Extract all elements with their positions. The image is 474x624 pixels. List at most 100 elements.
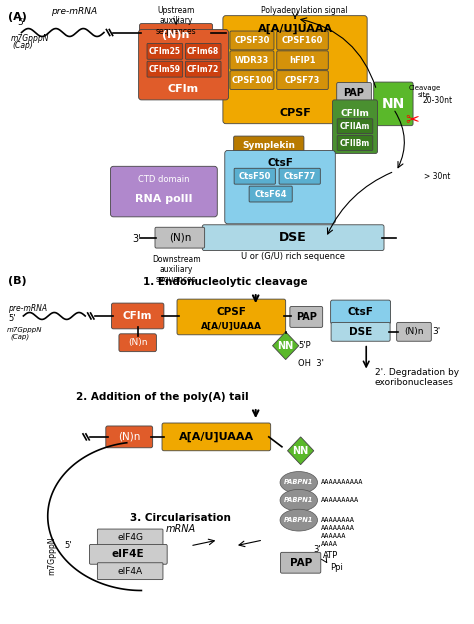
Text: eIF4A: eIF4A: [118, 567, 143, 576]
Text: CPSF100: CPSF100: [231, 76, 273, 85]
Text: CFIm: CFIm: [123, 311, 153, 321]
Text: Polyadenylation signal: Polyadenylation signal: [261, 6, 348, 15]
Text: 2'. Degradation by
exoribonucleases: 2'. Degradation by exoribonucleases: [374, 368, 459, 387]
Text: AAAAAAAA: AAAAAAAA: [321, 525, 355, 531]
Text: 3': 3': [314, 545, 321, 554]
Text: CFIIAm: CFIIAm: [340, 122, 370, 130]
Text: pre-mRNA: pre-mRNA: [9, 303, 47, 313]
Text: NN: NN: [292, 446, 309, 456]
Text: PAP: PAP: [296, 312, 317, 322]
Text: (N)n: (N)n: [404, 328, 424, 336]
Text: 5': 5': [9, 314, 16, 323]
Text: PABPN1: PABPN1: [284, 479, 313, 485]
FancyBboxPatch shape: [97, 529, 163, 546]
FancyBboxPatch shape: [230, 51, 274, 70]
FancyBboxPatch shape: [223, 16, 367, 124]
Text: CFIIm: CFIIm: [340, 109, 369, 119]
Text: AAAAAAAA: AAAAAAAA: [321, 517, 355, 523]
Text: CFIm25: CFIm25: [149, 47, 181, 56]
Text: Symplekin: Symplekin: [242, 141, 295, 150]
Text: (Cap): (Cap): [12, 41, 33, 50]
Text: U or (G/U) rich sequence: U or (G/U) rich sequence: [241, 252, 345, 261]
Text: PAP: PAP: [290, 558, 312, 568]
FancyBboxPatch shape: [202, 225, 384, 251]
Polygon shape: [288, 437, 314, 465]
Text: mRNA: mRNA: [166, 524, 196, 534]
Text: 20-30nt: 20-30nt: [422, 96, 453, 105]
FancyBboxPatch shape: [147, 61, 182, 77]
Text: AAAA: AAAA: [321, 541, 338, 547]
Text: OH  3': OH 3': [298, 359, 324, 368]
FancyBboxPatch shape: [374, 82, 413, 125]
FancyBboxPatch shape: [331, 323, 390, 341]
Polygon shape: [273, 332, 299, 359]
Text: DSE: DSE: [349, 327, 372, 337]
Text: CPSF73: CPSF73: [285, 76, 320, 85]
Text: PABPN1: PABPN1: [284, 517, 313, 523]
FancyBboxPatch shape: [230, 31, 274, 50]
Text: ✂: ✂: [405, 110, 419, 129]
FancyBboxPatch shape: [147, 44, 182, 59]
Text: RNA polII: RNA polII: [135, 194, 192, 204]
Ellipse shape: [280, 509, 318, 531]
Text: 3': 3': [433, 328, 441, 336]
Text: PAP: PAP: [344, 88, 365, 98]
FancyBboxPatch shape: [279, 168, 320, 184]
Text: CPSF30: CPSF30: [234, 36, 270, 45]
Text: Ppi: Ppi: [331, 563, 344, 572]
FancyBboxPatch shape: [277, 51, 328, 70]
Text: AAAAAA: AAAAAA: [321, 533, 347, 539]
FancyBboxPatch shape: [249, 186, 292, 202]
FancyBboxPatch shape: [234, 168, 275, 184]
Text: PABPN1: PABPN1: [284, 497, 313, 504]
Text: CPSF160: CPSF160: [282, 36, 323, 45]
FancyBboxPatch shape: [332, 100, 377, 154]
FancyBboxPatch shape: [162, 423, 271, 451]
Text: Cleavage
site: Cleavage site: [408, 85, 440, 99]
FancyBboxPatch shape: [337, 82, 371, 104]
Text: CFIm72: CFIm72: [187, 65, 219, 74]
Text: A[A/U]UAAA: A[A/U]UAAA: [257, 24, 333, 34]
Text: 3. Circularisation: 3. Circularisation: [130, 513, 231, 523]
FancyBboxPatch shape: [106, 426, 153, 448]
FancyBboxPatch shape: [290, 306, 323, 328]
Text: CtsF: CtsF: [267, 158, 293, 168]
FancyBboxPatch shape: [97, 563, 163, 580]
FancyBboxPatch shape: [234, 136, 304, 155]
Text: (A): (A): [9, 12, 27, 22]
FancyBboxPatch shape: [111, 303, 164, 329]
Text: 5': 5': [64, 542, 72, 550]
FancyBboxPatch shape: [337, 135, 373, 150]
Text: CFIm68: CFIm68: [187, 47, 219, 56]
Text: CFIIBm: CFIIBm: [340, 139, 370, 147]
FancyBboxPatch shape: [230, 71, 274, 89]
Text: CPSF: CPSF: [279, 108, 311, 118]
FancyBboxPatch shape: [139, 24, 213, 47]
Text: CtsF77: CtsF77: [283, 172, 316, 181]
Text: WDR33: WDR33: [235, 56, 269, 65]
Text: Upstream
auxiliary
sequences: Upstream auxiliary sequences: [156, 6, 196, 36]
Text: ATP: ATP: [323, 552, 338, 560]
FancyBboxPatch shape: [138, 29, 228, 100]
Text: eIF4E: eIF4E: [112, 549, 145, 559]
Text: CFIm59: CFIm59: [149, 65, 181, 74]
Text: > 30nt: > 30nt: [424, 172, 451, 181]
Text: A[A/U]UAAA: A[A/U]UAAA: [179, 432, 254, 442]
Text: (N)n: (N)n: [163, 31, 190, 41]
FancyBboxPatch shape: [90, 544, 167, 564]
FancyBboxPatch shape: [225, 150, 335, 224]
Text: 3': 3': [132, 233, 141, 243]
FancyBboxPatch shape: [185, 44, 221, 59]
Text: 1. Endonucleolytic cleavage: 1. Endonucleolytic cleavage: [143, 277, 308, 287]
Text: DSE: DSE: [279, 231, 307, 244]
Text: NN: NN: [278, 341, 294, 351]
Text: A[A/U]UAAA: A[A/U]UAAA: [201, 321, 262, 330]
Text: CTD domain: CTD domain: [138, 175, 190, 183]
Text: Downstream
auxiliary
sequences: Downstream auxiliary sequences: [152, 255, 201, 285]
FancyBboxPatch shape: [110, 167, 217, 217]
Text: hFIP1: hFIP1: [289, 56, 316, 65]
Text: m7GpppN: m7GpppN: [10, 34, 49, 43]
FancyBboxPatch shape: [185, 61, 221, 77]
Text: (Cap): (Cap): [10, 333, 29, 340]
Text: pre-mRNA: pre-mRNA: [52, 7, 98, 16]
